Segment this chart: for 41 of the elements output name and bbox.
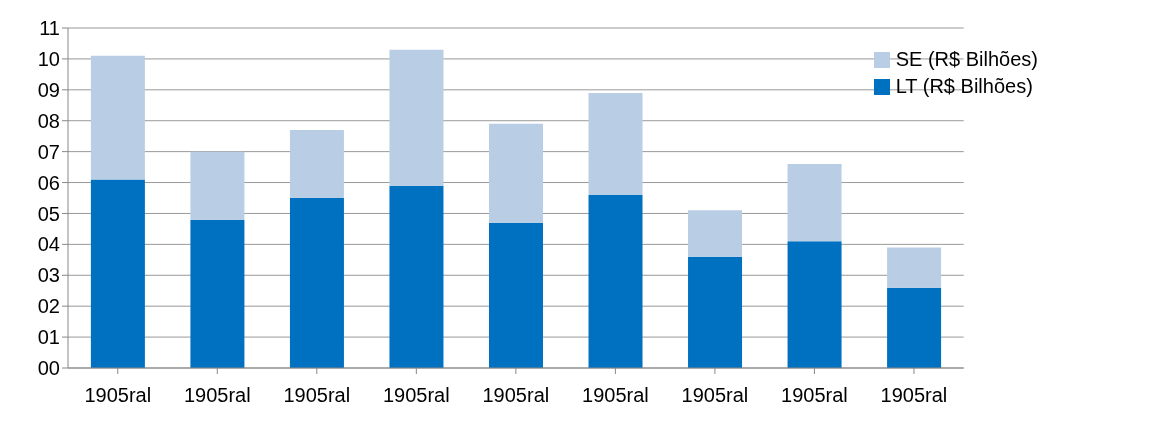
bar <box>787 241 842 368</box>
x-tick-label: 1905ral <box>482 384 550 407</box>
legend-label: LT (R$ Bilhões) <box>895 75 1033 98</box>
bar <box>488 222 543 368</box>
bar <box>190 219 245 368</box>
bar <box>289 198 344 368</box>
y-tick-label: 00 <box>37 357 60 380</box>
x-tick-label: 1905ral <box>183 384 251 407</box>
bar <box>389 49 444 186</box>
y-tick-label: 08 <box>37 109 60 132</box>
y-tick-label: 10 <box>37 48 60 71</box>
y-tick-label: 06 <box>37 171 60 194</box>
bar <box>887 247 942 288</box>
bar <box>787 164 842 242</box>
bar <box>90 55 145 180</box>
x-tick-label: 1905ral <box>781 384 848 407</box>
x-tick-label: 1905ral <box>582 384 649 407</box>
y-tick-label: 01 <box>37 326 60 349</box>
bar <box>90 179 145 368</box>
bar <box>488 123 543 223</box>
x-tick-label: 1905ral <box>283 384 351 407</box>
x-tick-label: 1905ral <box>382 384 450 407</box>
x-tick-label: 1905ral <box>880 384 948 407</box>
bar <box>887 287 942 368</box>
bar <box>688 256 743 368</box>
bar <box>289 130 344 198</box>
legend-label: SE (R$ Bilhões) <box>895 48 1038 71</box>
bar <box>389 185 444 368</box>
y-tick-label: 09 <box>37 78 60 101</box>
y-tick-label: 07 <box>37 140 60 163</box>
bar <box>190 151 245 220</box>
y-tick-label: 02 <box>37 295 60 318</box>
bar <box>688 210 743 257</box>
y-tick-label: 05 <box>37 202 60 225</box>
x-tick-label: 1905ral <box>84 384 152 407</box>
y-tick-label: 04 <box>37 233 60 256</box>
bar <box>588 92 643 195</box>
x-tick-label: 1905ral <box>681 384 749 407</box>
y-tick-label: 03 <box>37 264 60 287</box>
bar <box>588 194 643 368</box>
y-tick-label: 11 <box>39 17 60 40</box>
